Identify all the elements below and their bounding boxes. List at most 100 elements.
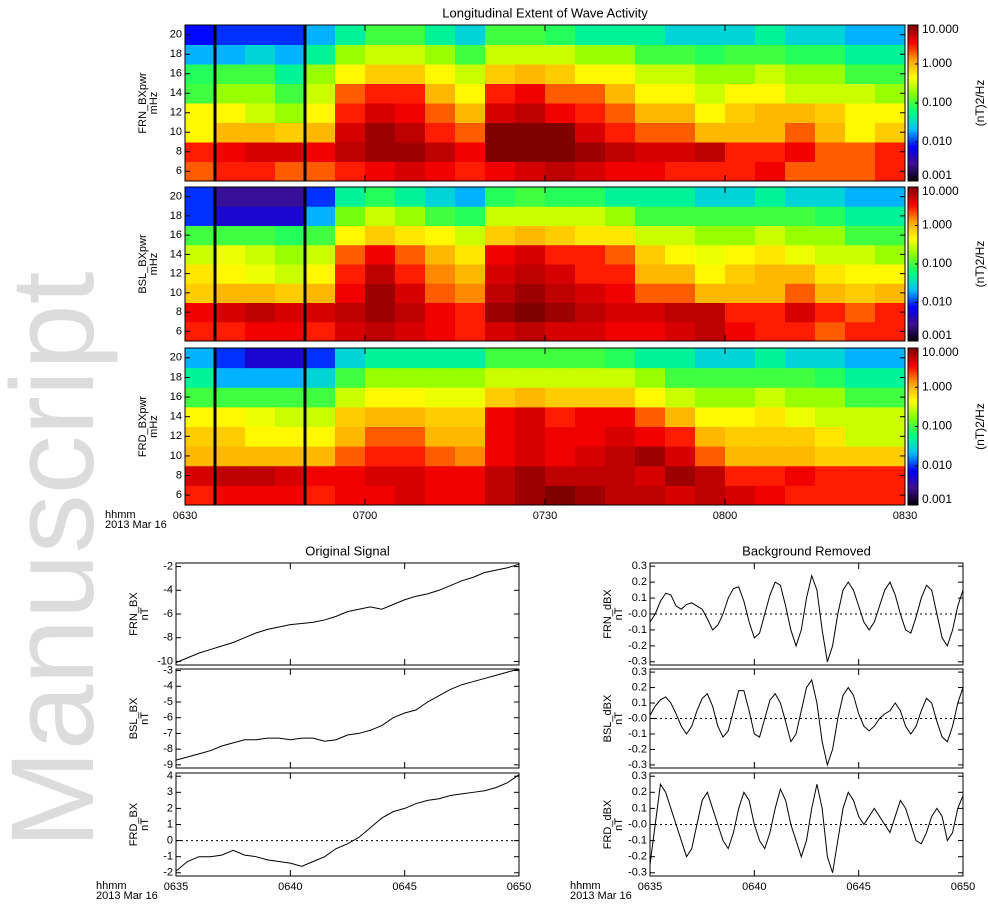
heatmap-cell xyxy=(635,206,666,226)
heatmap-cell xyxy=(545,485,576,506)
heatmap-cell xyxy=(755,446,786,467)
heatmap-cell xyxy=(245,283,276,303)
heatmap-cell xyxy=(185,244,216,265)
colorbar-segment xyxy=(908,366,918,370)
colorbar-segment xyxy=(908,353,918,357)
heatmap-cell xyxy=(185,161,216,182)
heatmap-cell xyxy=(875,122,906,143)
heatmap-cell xyxy=(335,465,366,486)
y-tick-label: 0 xyxy=(167,835,173,847)
colorbar-segment xyxy=(908,292,918,296)
heatmap-cell xyxy=(395,283,426,303)
heatmap-cell xyxy=(635,367,666,388)
colorbar-segment xyxy=(908,426,918,430)
heatmap-cell xyxy=(425,302,456,323)
heatmap-cell xyxy=(665,321,696,342)
colorbar-segment xyxy=(908,71,918,75)
heatmap-cell xyxy=(395,446,426,467)
colorbar-segment xyxy=(908,69,918,73)
colorbar-segment xyxy=(908,400,918,404)
heatmap-cell xyxy=(665,264,696,284)
colorbar-segment xyxy=(908,233,918,237)
heatmap-cell xyxy=(725,142,756,162)
heatmap-cell xyxy=(425,264,456,284)
heatmap-cell xyxy=(455,465,486,486)
heatmap-cell xyxy=(515,83,546,104)
colorbar-segment xyxy=(908,27,918,31)
colorbar-segment xyxy=(908,202,918,206)
colorbar-segment xyxy=(908,442,918,446)
heatmap-cell xyxy=(335,387,366,408)
heatmap-cell xyxy=(305,387,336,408)
y-tick-label: -0.3 xyxy=(628,867,647,879)
colorbar-segment xyxy=(908,105,918,109)
colorbar-tick-label: 1.000 xyxy=(922,379,952,393)
heatmap-cell xyxy=(335,103,366,123)
heatmap-cell xyxy=(845,161,876,182)
heatmap-cell xyxy=(545,64,576,84)
heatmap-cell xyxy=(755,103,786,123)
heatmap-cell xyxy=(275,244,306,265)
heatmap-cell xyxy=(785,161,816,182)
heatmap-cell xyxy=(605,485,636,506)
heatmap-cell xyxy=(815,446,846,467)
heatmap-cell xyxy=(275,348,306,369)
heatmap-cell xyxy=(665,465,696,486)
heatmap-cell xyxy=(215,122,246,143)
colorbar-segment xyxy=(908,276,918,280)
heatmap-cell xyxy=(275,446,306,467)
heatmap-cell xyxy=(545,142,576,162)
colorbar-segment xyxy=(908,258,918,262)
y-tick-label: -0.2 xyxy=(628,743,647,755)
heatmap-cell xyxy=(395,302,426,323)
heatmap-cell xyxy=(725,465,756,486)
heatmap-cell xyxy=(785,426,816,447)
colorbar-segment xyxy=(908,40,918,44)
heatmap-cell xyxy=(245,348,276,369)
heatmap-cell xyxy=(755,206,786,226)
heatmap-cell xyxy=(185,426,216,447)
heatmap-cell xyxy=(575,264,606,284)
heatmap-cell xyxy=(875,244,906,265)
plot-frame xyxy=(184,347,906,506)
colorbar-segment xyxy=(908,297,918,301)
colorbar-segment xyxy=(908,264,918,268)
heatmap-cell xyxy=(605,348,636,369)
heatmap-cell xyxy=(815,103,846,123)
heatmap-cell xyxy=(425,321,456,342)
y-tick-label: 8 xyxy=(176,146,182,158)
colorbar-segment xyxy=(908,58,918,62)
heatmap-cell xyxy=(515,283,546,303)
heatmap-cell xyxy=(605,225,636,246)
heatmap-cell xyxy=(515,225,546,246)
heatmap-cell xyxy=(365,122,396,143)
heatmap-cell xyxy=(275,302,306,323)
colorbar-segment xyxy=(908,165,918,169)
heatmap-cell xyxy=(275,387,306,408)
heatmap-cell xyxy=(785,44,816,65)
heatmap-cell xyxy=(635,264,666,284)
y-axis-unit: nT xyxy=(139,818,151,831)
heatmap-cell xyxy=(305,142,336,162)
heatmap-cell xyxy=(845,244,876,265)
heatmap-cell xyxy=(185,44,216,65)
heatmap-cell xyxy=(665,367,696,388)
heatmap-cell xyxy=(575,485,606,506)
heatmap-cell xyxy=(245,206,276,226)
heatmap-cell xyxy=(215,142,246,162)
heatmap-cell xyxy=(365,283,396,303)
heatmap-cell xyxy=(545,206,576,226)
heatmap-cell xyxy=(515,406,546,427)
heatmap-cell xyxy=(215,283,246,303)
y-tick-label: -10 xyxy=(157,655,173,667)
colorbar-segment xyxy=(908,210,918,214)
heatmap-cell xyxy=(815,406,846,427)
heatmap-cell xyxy=(245,426,276,447)
heatmap-cell xyxy=(275,25,306,45)
heatmap-cell xyxy=(545,122,576,143)
heatmap-cell xyxy=(395,225,426,246)
heatmap-cell xyxy=(635,25,666,45)
colorbar-segment xyxy=(908,274,918,278)
colorbar-segment xyxy=(908,131,918,135)
colorbar-segment xyxy=(908,307,918,311)
